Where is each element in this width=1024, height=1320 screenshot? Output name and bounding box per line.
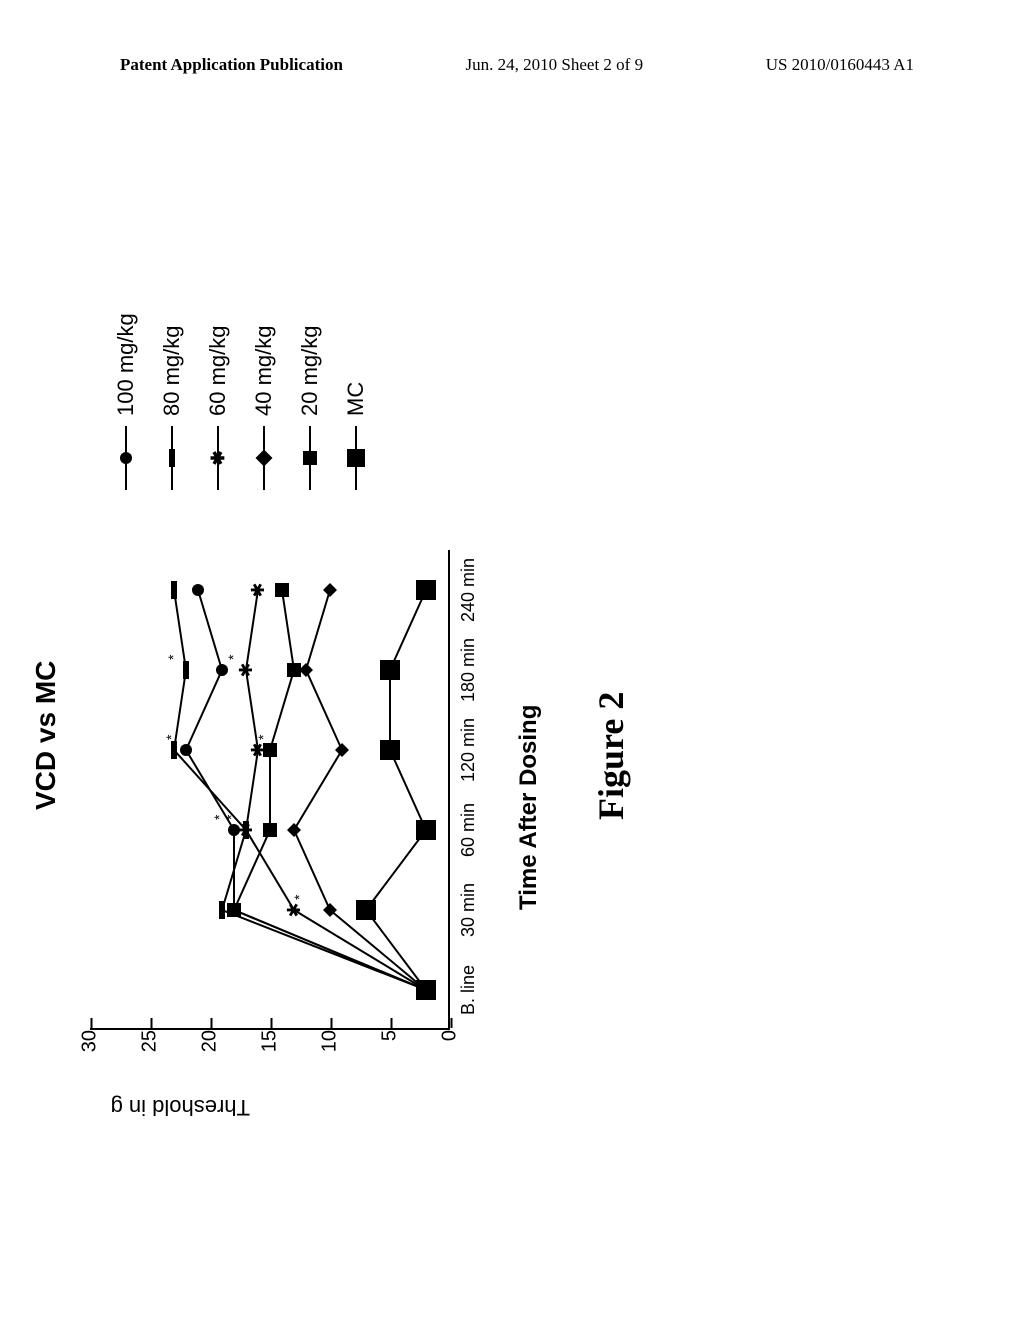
svg-text:*: * [291, 894, 307, 900]
legend-item: 100 mg/kg [110, 313, 142, 490]
legend-item: 20 mg/kg [294, 313, 326, 490]
legend-item: MC [340, 313, 372, 490]
legend-item: ✱60 mg/kg [202, 313, 234, 490]
x-tick: 180 min [458, 638, 479, 702]
x-axis-label: Time After Dosing [515, 705, 543, 910]
y-tick: 10 [319, 1030, 342, 1080]
x-tick: B. line [458, 965, 479, 1015]
legend: 100 mg/kg 80 mg/kg ✱60 mg/kg 40 mg/kg 20 mg/… [110, 313, 386, 490]
svg-text:*: * [225, 654, 241, 660]
y-tick: 25 [139, 1030, 162, 1080]
y-axis: 051015202530 [70, 1030, 450, 1080]
header-right: US 2010/0160443 A1 [766, 55, 914, 75]
x-tick: 240 min [458, 558, 479, 622]
legend-item: 40 mg/kg [248, 313, 280, 490]
svg-text:✱: ✱ [248, 582, 268, 597]
page-header: Patent Application Publication Jun. 24, … [0, 55, 1024, 75]
figure-caption: Figure 2 [590, 692, 632, 820]
chart: VCD vs MC Threshold in g 05 10 15 20 25 30 ✱ ✱… [0, 130, 690, 1210]
y-tick: 5 [379, 1030, 402, 1080]
svg-text:*: * [163, 734, 179, 740]
header-center: Jun. 24, 2010 Sheet 2 of 9 [466, 55, 644, 75]
svg-text:*: * [223, 814, 239, 820]
y-tick: 15 [259, 1030, 282, 1080]
svg-text:*: * [255, 734, 271, 740]
svg-text:✱: ✱ [236, 662, 256, 677]
y-tick: 30 [79, 1030, 102, 1080]
rotated-figure-container: VCD vs MC Threshold in g 051015202530 ✱✱… [0, 310, 1024, 1030]
y-tick: 0 [439, 1030, 462, 1080]
chart-lines-svg: ✱✱✱✱✱✱******* [90, 550, 450, 1030]
chart-title: VCD vs MC [30, 661, 62, 810]
y-axis-label: Threshold in g [111, 1094, 250, 1120]
svg-text:✱: ✱ [284, 902, 304, 917]
x-tick: 30 min [458, 883, 479, 937]
header-left: Patent Application Publication [120, 55, 343, 75]
x-tick: 120 min [458, 718, 479, 782]
y-tick: 20 [199, 1030, 222, 1080]
svg-text:✱: ✱ [236, 822, 256, 837]
svg-text:*: * [165, 654, 181, 660]
legend-item: 80 mg/kg [156, 313, 188, 490]
x-tick: 60 min [458, 803, 479, 857]
